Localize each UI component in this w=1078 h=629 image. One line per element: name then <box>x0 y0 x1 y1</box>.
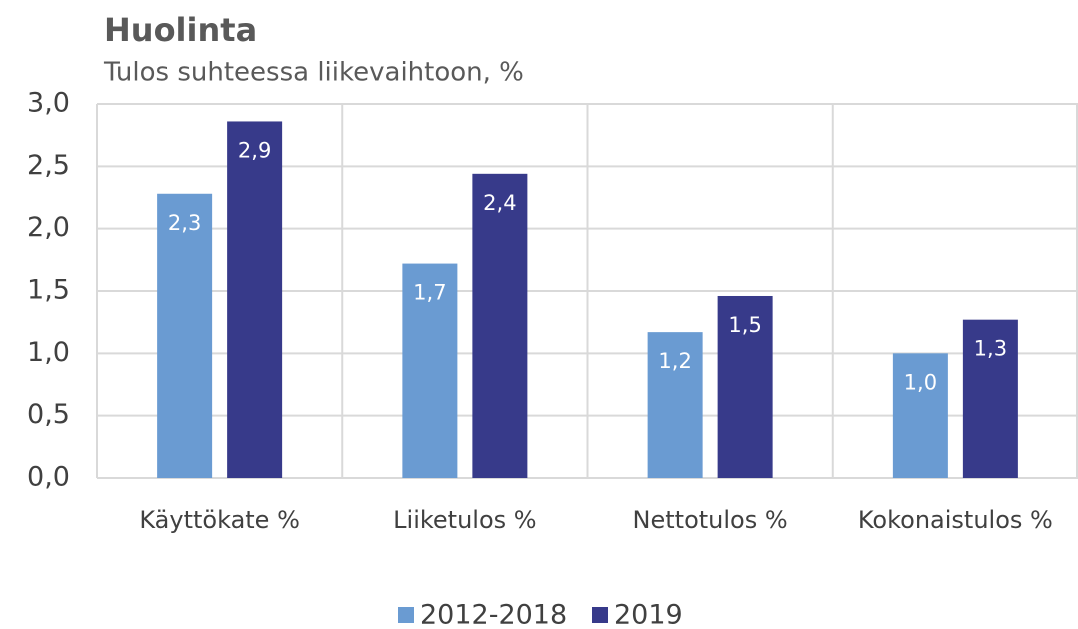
bar <box>402 263 458 478</box>
value-label: 1,2 <box>658 349 691 373</box>
value-label: 1,0 <box>904 370 937 394</box>
bar <box>472 173 528 478</box>
y-tick-label: 0,0 <box>27 462 70 493</box>
value-label: 1,7 <box>413 281 446 305</box>
y-tick-label: 3,0 <box>27 88 70 119</box>
legend-swatch <box>592 607 608 623</box>
bar <box>962 319 1018 478</box>
y-tick-label: 0,5 <box>27 399 70 430</box>
bar <box>227 121 283 478</box>
value-label: 2,3 <box>168 211 201 235</box>
y-tick-label: 2,5 <box>27 150 70 181</box>
bar <box>647 332 703 478</box>
x-tick-label: Liiketulos % <box>393 506 536 534</box>
legend-swatch <box>398 607 414 623</box>
chart-subtitle: Tulos suhteessa liikevaihtoon, % <box>103 58 524 88</box>
bar <box>892 353 948 478</box>
value-label: 2,9 <box>238 138 271 162</box>
bar <box>157 193 213 478</box>
value-label: 1,3 <box>974 337 1007 361</box>
value-label: 1,5 <box>728 313 761 337</box>
bar <box>717 295 773 478</box>
y-tick-label: 2,0 <box>27 212 70 243</box>
legend-label: 2019 <box>614 600 683 629</box>
value-label: 2,4 <box>483 191 516 215</box>
y-tick-label: 1,0 <box>27 337 70 368</box>
x-tick-label: Nettotulos % <box>633 506 788 534</box>
legend-label: 2012-2018 <box>420 600 567 629</box>
chart-title: Huolinta <box>104 11 257 49</box>
x-tick-label: Käyttökate % <box>139 506 300 534</box>
x-tick-label: Kokonaistulos % <box>858 506 1053 534</box>
y-tick-label: 1,5 <box>27 275 70 306</box>
